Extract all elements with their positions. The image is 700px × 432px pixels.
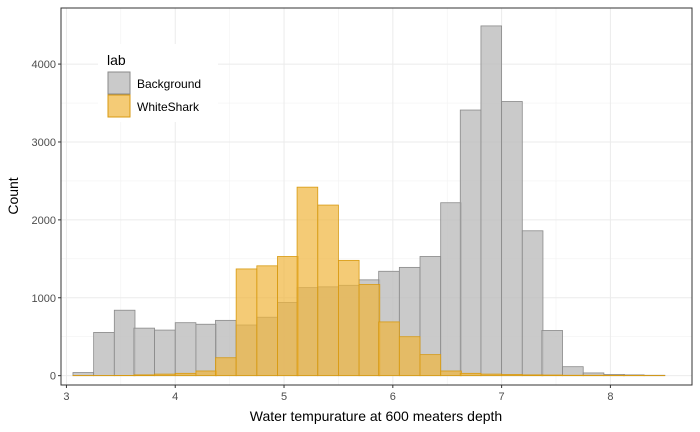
bar-background: [113, 309, 136, 377]
bar-whiteshark: [235, 268, 258, 377]
bar-background: [501, 101, 523, 377]
y-tick-label: 4000: [32, 59, 56, 71]
bar-whiteshark: [256, 265, 278, 377]
bar-background: [541, 330, 563, 377]
x-tick-label: 4: [172, 391, 178, 403]
bar-background: [174, 322, 197, 377]
panel-border: [60, 7, 693, 386]
bar-background: [154, 329, 176, 377]
legend-label-whiteshark: WhiteShark: [137, 100, 200, 114]
bar-whiteshark: [317, 204, 339, 377]
legend-key-whiteshark: [107, 94, 131, 118]
legend-key-background: [107, 71, 131, 95]
bar-background: [562, 366, 584, 377]
y-tick-label: 1000: [32, 293, 56, 305]
bar-whiteshark: [459, 372, 482, 377]
bar-whiteshark: [440, 370, 462, 377]
x-tick-label: 6: [390, 391, 396, 403]
series-whiteshark: [72, 186, 666, 377]
bar-background: [133, 327, 155, 377]
legend-label-background: Background: [137, 77, 201, 91]
bar-whiteshark: [154, 373, 176, 377]
x-axis-title: Water tempurature at 600 meaters depth: [250, 408, 502, 424]
x-tick-label: 7: [499, 391, 505, 403]
bar-whiteshark: [480, 373, 503, 377]
bar-whiteshark: [358, 284, 381, 377]
bar-whiteshark: [501, 374, 523, 377]
bar-whiteshark: [398, 336, 421, 377]
bar-whiteshark: [419, 354, 442, 377]
bar-whiteshark: [541, 374, 563, 377]
y-axis-title: Count: [5, 177, 21, 214]
bar-whiteshark: [338, 259, 360, 377]
bar-background: [93, 332, 115, 377]
bar-whiteshark: [296, 186, 319, 377]
bar-whiteshark: [174, 372, 197, 377]
y-tick-label: 3000: [32, 137, 56, 149]
x-tick-label: 5: [281, 391, 287, 403]
legend-title: lab: [107, 52, 126, 68]
bar-whiteshark: [378, 321, 400, 377]
bar-background: [480, 25, 503, 377]
bar-whiteshark: [277, 256, 299, 377]
bar-background: [440, 202, 462, 377]
bar-whiteshark: [521, 374, 544, 377]
bar-background: [195, 323, 217, 377]
x-tick-label: 3: [63, 391, 69, 403]
axes: 3 4 5 6 7 8 0 1000 2000 3000 4000: [32, 59, 614, 403]
histogram-bars: [72, 25, 666, 377]
x-tick-label: 8: [607, 391, 613, 403]
bar-whiteshark: [133, 374, 155, 377]
bar-background: [459, 109, 482, 377]
legend: lab Background WhiteShark: [98, 44, 218, 122]
bar-whiteshark: [215, 357, 237, 377]
bar-background: [521, 230, 544, 377]
bar-whiteshark: [195, 370, 217, 377]
y-tick-label: 2000: [32, 215, 56, 227]
y-tick-label: 0: [50, 371, 56, 383]
